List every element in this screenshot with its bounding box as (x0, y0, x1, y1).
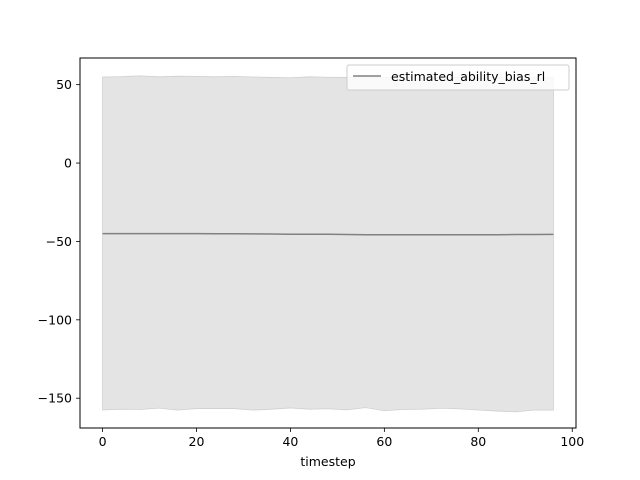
legend-box (346, 64, 570, 91)
y-tick-label: 0 (64, 156, 72, 171)
x-tick-label: 0 (99, 434, 107, 449)
y-axis: 50 0 −50 −100 −150 (38, 77, 80, 406)
x-tick-label: 100 (560, 434, 584, 449)
x-axis: 0 20 40 60 80 100 (99, 428, 584, 449)
x-axis-label: timestep (300, 454, 355, 469)
legend: estimated_ability_bias_rl (346, 64, 570, 91)
axes-frame (79, 57, 577, 429)
confidence-band (102, 75, 554, 413)
y-tick-label: −50 (46, 234, 72, 249)
y-tick-label: 50 (56, 77, 72, 92)
x-tick-label: 60 (376, 434, 392, 449)
y-tick-label: −150 (38, 391, 72, 406)
series-line-estimated-ability-bias-rl (102, 232, 554, 236)
legend-entry-label: estimated_ability_bias_rl (391, 69, 545, 84)
plot-area (102, 75, 554, 413)
y-tick-label: −100 (38, 312, 72, 327)
x-tick-label: 40 (282, 434, 298, 449)
x-tick-label: 80 (470, 434, 486, 449)
x-tick-label: 20 (189, 434, 205, 449)
